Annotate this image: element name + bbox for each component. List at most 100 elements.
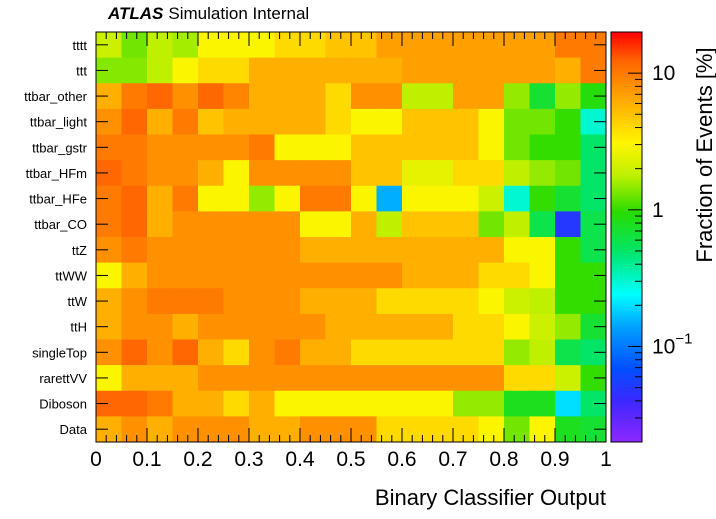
heatmap-cell <box>376 262 403 289</box>
heatmap-cell <box>249 365 275 392</box>
heatmap-cell <box>198 390 224 417</box>
heatmap-cell <box>453 83 479 110</box>
heatmap-cell <box>529 185 556 212</box>
y-tick-label: ttt <box>76 63 87 78</box>
heatmap-cell <box>555 32 581 59</box>
heatmap-cell <box>351 108 377 135</box>
heatmap-cell <box>121 160 148 187</box>
experiment-label: ATLAS <box>108 4 164 23</box>
heatmap-cell <box>504 57 530 84</box>
heatmap-cell <box>504 339 530 366</box>
heatmap-cell <box>555 262 581 289</box>
heatmap-cell <box>504 160 530 187</box>
heatmap-cell <box>223 83 250 110</box>
heatmap-cell <box>121 32 148 59</box>
heatmap-cell <box>402 288 428 315</box>
heatmap-cell <box>223 211 250 238</box>
heatmap-cell <box>274 237 301 264</box>
heatmap-cell <box>198 313 224 340</box>
heatmap-cell <box>172 32 199 59</box>
heatmap-cell <box>325 365 352 392</box>
heatmap-cell <box>147 313 173 340</box>
heatmap-cell <box>325 416 352 443</box>
heatmap-cell <box>478 57 505 84</box>
heatmap-cell <box>121 262 148 289</box>
heatmap-cell <box>249 185 275 212</box>
heatmap-cell <box>147 365 173 392</box>
heatmap-cell <box>121 211 148 238</box>
heatmap-cell <box>351 390 377 417</box>
heatmap-cell <box>427 57 454 84</box>
y-tick-label: ttW <box>68 294 88 309</box>
heatmap-cell <box>249 108 275 135</box>
heatmap-cell <box>223 365 250 392</box>
heatmap-cell <box>147 237 173 264</box>
heatmap-cell <box>504 416 530 443</box>
heatmap-cell <box>198 185 224 212</box>
heatmap-cell <box>376 237 403 264</box>
heatmap-cell <box>274 108 301 135</box>
heatmap-cell <box>427 339 454 366</box>
heatmap-cell <box>223 32 250 59</box>
heatmap-cell <box>402 339 428 366</box>
heatmap-cell <box>504 313 530 340</box>
heatmap-cell <box>402 237 428 264</box>
heatmap-cell <box>376 416 403 443</box>
heatmap-cell <box>300 365 326 392</box>
heatmap-cell <box>300 390 326 417</box>
heatmap-cell <box>274 390 301 417</box>
heatmap-cell <box>529 339 556 366</box>
heatmap-cell <box>504 83 530 110</box>
heatmap-cell <box>121 185 148 212</box>
heatmap-cell <box>376 365 403 392</box>
heatmap-cell <box>402 160 428 187</box>
heatmap-cell <box>453 108 479 135</box>
color-scale-tick: 1 <box>652 199 664 222</box>
heatmap-cell <box>529 313 556 340</box>
heatmap-cell <box>300 83 326 110</box>
heatmap-cell <box>223 262 250 289</box>
heatmap-cell <box>453 262 479 289</box>
heatmap-cell <box>427 262 454 289</box>
heatmap-cell <box>300 160 326 187</box>
x-tick-label: 1 <box>600 448 612 471</box>
heatmap-cell <box>529 134 556 161</box>
heatmap-cell <box>172 83 199 110</box>
heatmap-cell <box>300 134 326 161</box>
heatmap-cell <box>147 160 173 187</box>
heatmap-cell <box>351 32 377 59</box>
heatmap-cell <box>478 416 505 443</box>
heatmap-cell <box>504 237 530 264</box>
heatmap-cell <box>172 134 199 161</box>
x-tick-labels: 0 0.1 0.2 0.3 0.4 0.5 0.6 0.7 0.8 0.9 1 <box>90 448 612 471</box>
heatmap-cell <box>300 57 326 84</box>
heatmap-cell <box>402 262 428 289</box>
heatmap-cell <box>274 160 301 187</box>
y-tick-label: Diboson <box>39 397 87 412</box>
heatmap-cell <box>198 160 224 187</box>
heatmap-cell <box>198 211 224 238</box>
heatmap-cell <box>249 211 275 238</box>
heatmap-cell <box>121 288 148 315</box>
heatmap-cell <box>198 237 224 264</box>
y-tick-label: singleTop <box>32 345 87 360</box>
heatmap-cell <box>300 185 326 212</box>
heatmap-cell <box>223 108 250 135</box>
heatmap-cell <box>198 288 224 315</box>
heatmap-cell <box>555 390 581 417</box>
x-tick-label: 0.8 <box>489 448 518 471</box>
heatmap-cell <box>376 57 403 84</box>
heatmap-cell <box>223 160 250 187</box>
y-tick-label: ttWW <box>55 268 87 283</box>
heatmap-cell <box>453 365 479 392</box>
heatmap-cell <box>249 262 275 289</box>
heatmap-cell <box>427 416 454 443</box>
heatmap-cell <box>402 32 428 59</box>
heatmap-cell <box>402 83 428 110</box>
heatmap-cell <box>453 32 479 59</box>
heatmap-cell <box>325 339 352 366</box>
heatmap-cell <box>198 57 224 84</box>
heatmap-cell <box>376 339 403 366</box>
heatmap-cell <box>172 390 199 417</box>
heatmap-cell <box>325 57 352 84</box>
